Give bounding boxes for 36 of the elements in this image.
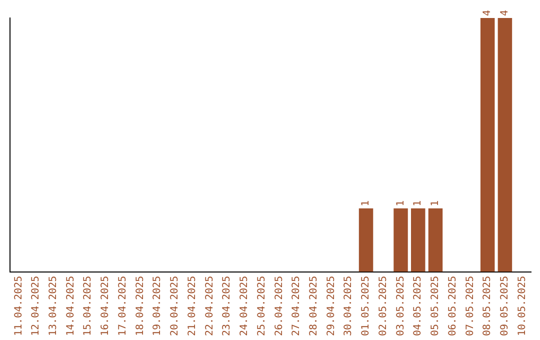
x-tick-label: 15.04.2025 <box>82 276 94 336</box>
x-tick-label: 02.05.2025 <box>378 276 389 336</box>
data-label: 1 <box>412 200 424 206</box>
x-tick-label: 29.04.2025 <box>326 276 337 336</box>
x-tick-label: 08.05.2025 <box>482 276 494 336</box>
data-label: 1 <box>430 200 442 206</box>
x-tick-label: 30.04.2025 <box>343 276 354 336</box>
x-tick-label: 09.05.2025 <box>500 276 511 336</box>
x-tick-label: 10.05.2025 <box>516 276 528 336</box>
x-tick-label: 26.04.2025 <box>274 276 285 336</box>
data-label: 1 <box>395 200 406 206</box>
data-label: 4 <box>500 10 511 16</box>
x-tick-label: 12.04.2025 <box>30 276 42 336</box>
x-tick-label: 03.05.2025 <box>395 276 406 336</box>
x-tick-label: 01.05.2025 <box>360 276 372 336</box>
x-tick-label: 05.05.2025 <box>430 276 442 336</box>
x-tick-label: 04.05.2025 <box>412 276 424 336</box>
x-tick-label: 07.05.2025 <box>464 276 476 336</box>
x-tick-label: 25.04.2025 <box>256 276 268 336</box>
x-tick-label: 16.04.2025 <box>100 276 112 336</box>
x-tick-label: 27.04.2025 <box>291 276 302 336</box>
x-tick-label: 20.04.2025 <box>170 276 181 336</box>
x-tick-label: 24.04.2025 <box>239 276 250 336</box>
x-tick-label: 23.04.2025 <box>222 276 233 336</box>
x-tick-label: 11.04.2025 <box>13 276 24 336</box>
x-tick-label: 17.04.2025 <box>117 276 128 336</box>
x-tick-label: 19.04.2025 <box>152 276 164 336</box>
data-label: 4 <box>482 10 494 16</box>
x-tick-label: 21.04.2025 <box>186 276 198 336</box>
x-tick-label: 22.04.2025 <box>204 276 216 336</box>
data-label: 1 <box>360 200 372 206</box>
x-tick-label: 06.05.2025 <box>447 276 458 336</box>
x-tick-label: 13.04.2025 <box>48 276 60 336</box>
x-tick-label: 14.04.2025 <box>65 276 76 336</box>
x-tick-label: 28.04.2025 <box>308 276 320 336</box>
x-tick-label: 18.04.2025 <box>134 276 146 336</box>
